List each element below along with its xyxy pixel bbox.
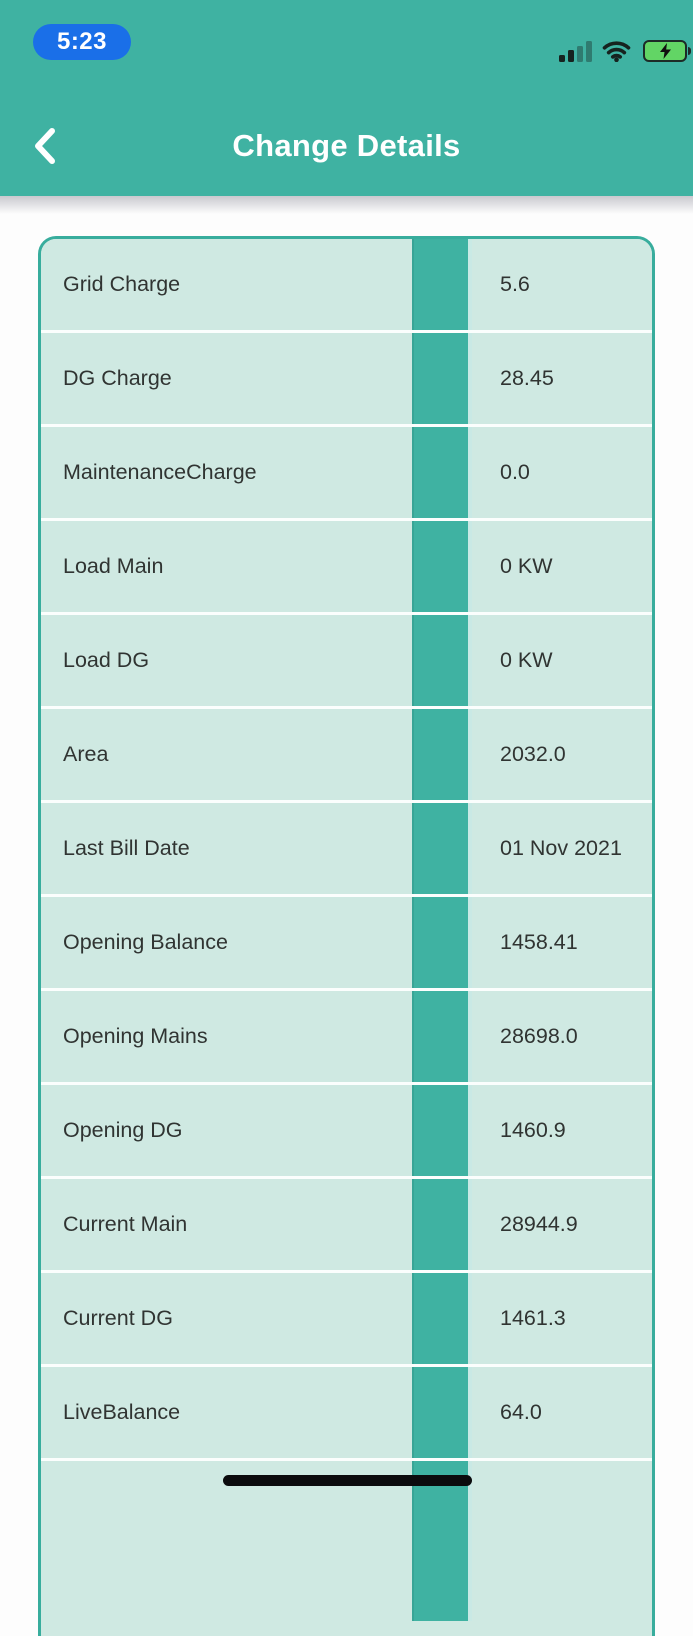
- column-divider-bar: [412, 427, 472, 518]
- column-divider-bar: [412, 897, 472, 988]
- row-value: 0 KW: [500, 554, 553, 578]
- wifi-icon: [602, 41, 631, 62]
- row-value: 1460.9: [500, 1118, 566, 1142]
- row-value: 01 Nov 2021: [500, 836, 622, 860]
- row-value: 28944.9: [500, 1212, 578, 1236]
- row-value: 2032.0: [500, 742, 566, 766]
- table-row: Opening DG 1460.9: [41, 1085, 652, 1179]
- table-row: Opening Mains 28698.0: [41, 991, 652, 1085]
- row-label: LiveBalance: [63, 1400, 181, 1424]
- battery-charging-icon: [643, 40, 691, 62]
- row-label: Last Bill Date: [63, 836, 190, 860]
- table-row: Opening Balance 1458.41: [41, 897, 652, 991]
- table-row: Area 2032.0: [41, 709, 652, 803]
- header-shadow: [0, 196, 693, 214]
- table-row: Current DG 1461.3: [41, 1273, 652, 1367]
- column-divider-bar: [412, 803, 472, 894]
- column-divider-bar: [412, 1085, 472, 1176]
- row-label: Opening Mains: [63, 1024, 208, 1048]
- row-value: [472, 1461, 652, 1621]
- row-label: Area: [63, 742, 109, 766]
- column-divider-bar: [412, 521, 472, 612]
- table-row: Load DG 0 KW: [41, 615, 652, 709]
- home-indicator[interactable]: [223, 1475, 472, 1486]
- table-row: Grid Charge 5.6: [41, 239, 652, 333]
- row-label: MaintenanceCharge: [63, 460, 257, 484]
- details-table-card: Grid Charge 5.6 DG Charge 28.45 Maintena…: [38, 236, 655, 1636]
- page-title: Change Details: [232, 128, 461, 163]
- row-label: Opening DG: [63, 1118, 183, 1142]
- row-value: 64.0: [500, 1400, 542, 1424]
- column-divider-bar: [412, 1273, 472, 1364]
- status-icons: [559, 38, 691, 62]
- row-label: DG Charge: [63, 366, 172, 390]
- column-divider-bar: [412, 1367, 472, 1458]
- back-button[interactable]: [22, 121, 66, 171]
- column-divider-bar: [412, 709, 472, 800]
- row-value: 28.45: [500, 366, 554, 390]
- row-value: 1458.41: [500, 930, 578, 954]
- table-row: Last Bill Date 01 Nov 2021: [41, 803, 652, 897]
- row-label: Grid Charge: [63, 272, 181, 296]
- column-divider-bar: [412, 239, 472, 330]
- table-row: LiveBalance 64.0: [41, 1367, 652, 1461]
- column-divider-bar: [412, 615, 472, 706]
- app-header: 5:23 Change Detai: [0, 0, 693, 196]
- column-divider-bar: [412, 333, 472, 424]
- row-value: 1461.3: [500, 1306, 566, 1330]
- status-time: 5:23: [56, 28, 108, 55]
- table-row: MaintenanceCharge 0.0: [41, 427, 652, 521]
- column-divider-bar: [412, 991, 472, 1082]
- row-value: 28698.0: [500, 1024, 578, 1048]
- status-bar: 5:23: [0, 0, 693, 70]
- row-label: Opening Balance: [63, 930, 228, 954]
- row-value: 5.6: [500, 272, 530, 296]
- chevron-left-icon: [35, 128, 55, 164]
- column-divider-bar: [412, 1179, 472, 1270]
- table-row: Load Main 0 KW: [41, 521, 652, 615]
- status-time-pill[interactable]: 5:23: [33, 24, 131, 60]
- navigation-bar: Change Details: [0, 96, 693, 196]
- cellular-signal-icon: [559, 41, 592, 62]
- row-label: Current Main: [63, 1212, 188, 1236]
- table-row: DG Charge 28.45: [41, 333, 652, 427]
- row-value: 0.0: [500, 460, 530, 484]
- row-label: Load DG: [63, 648, 150, 672]
- row-label: Current DG: [63, 1306, 173, 1330]
- row-value: 0 KW: [500, 648, 553, 672]
- row-label: Load Main: [63, 554, 164, 578]
- table-row: Current Main 28944.9: [41, 1179, 652, 1273]
